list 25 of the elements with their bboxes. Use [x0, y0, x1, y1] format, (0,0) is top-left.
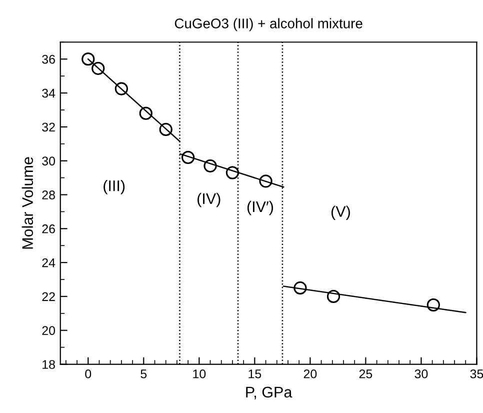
x-tick-label: 35 [470, 369, 483, 378]
x-axis-title: P, GPa [246, 386, 292, 400]
x-tick-label: 30 [414, 369, 428, 378]
x-tick-label: 10 [193, 369, 206, 378]
x-tick-label: 0 [85, 369, 92, 378]
y-tick-label: 22 [42, 292, 55, 301]
y-tick-label: 24 [42, 258, 56, 268]
y-tick-label: 26 [42, 224, 55, 234]
y-tick-label: 30 [42, 156, 56, 166]
y-tick-label: 32 [42, 122, 55, 132]
y-tick-label: 20 [42, 326, 56, 336]
chart-title: CuGeO3 (III) + alcohol mixture [174, 18, 362, 32]
annotation: (III) [104, 180, 125, 194]
annotation: (IV′) [247, 200, 274, 216]
x-tick-label: 15 [248, 370, 262, 378]
x-tick-label: 25 [359, 369, 372, 378]
x-tick-label: 20 [304, 369, 317, 378]
x-tick-label: 5 [140, 370, 147, 378]
y-tick-label: 34 [42, 88, 56, 98]
y-tick-label: 28 [42, 190, 55, 200]
annotation: (V) [331, 206, 350, 220]
y-tick-label: 36 [42, 54, 55, 64]
annotation: (IV) [198, 192, 220, 208]
y-axis-title: Molar Volume [22, 157, 34, 249]
y-tick-label: 18 [42, 360, 55, 369]
